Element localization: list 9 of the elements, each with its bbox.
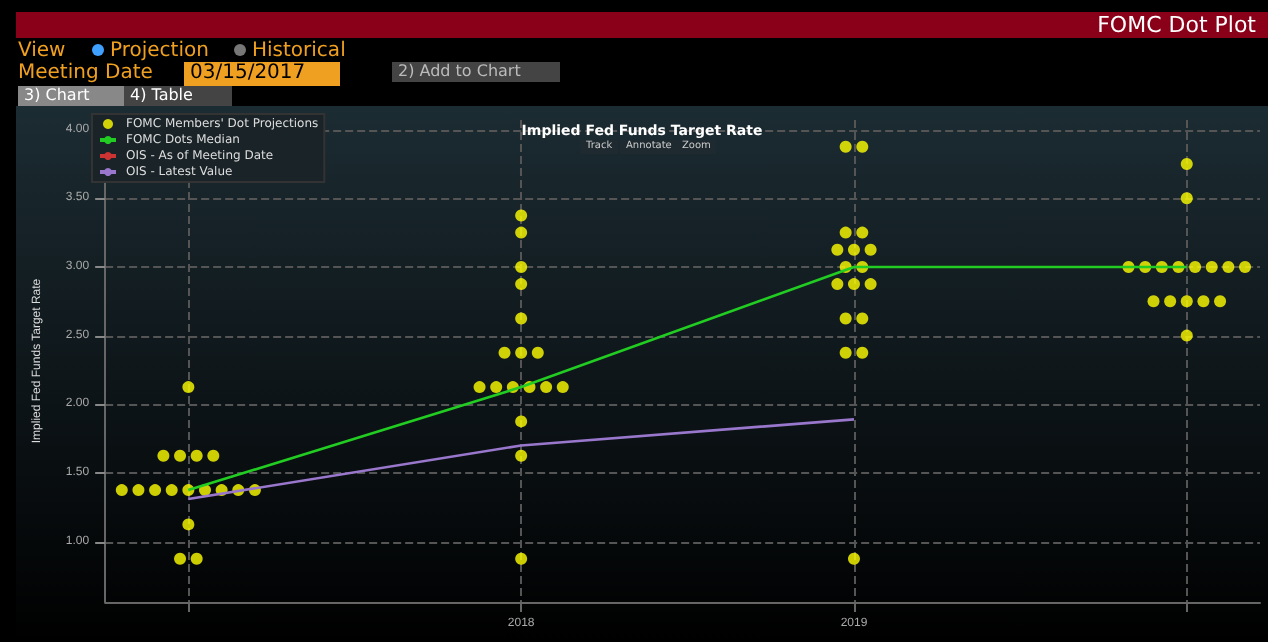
text: Meeting Date	[18, 62, 153, 84]
text: 03/15/2017	[184, 62, 340, 86]
text: 4) Table	[124, 86, 232, 106]
text: View	[18, 40, 66, 62]
text: Projection	[108, 40, 209, 62]
text: FOMC Dot Plot	[1097, 12, 1256, 38]
text: 3) Chart	[18, 86, 126, 106]
text: 2) Add to Chart	[392, 62, 560, 82]
text: Historical	[250, 40, 346, 62]
